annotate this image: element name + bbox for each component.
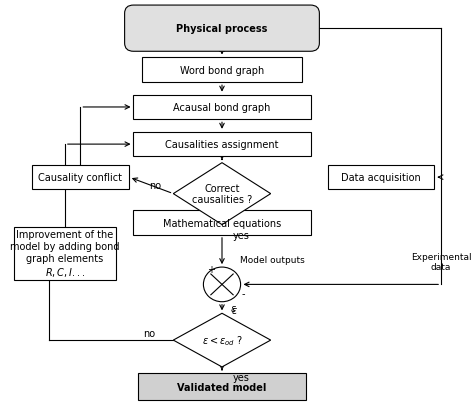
Text: Acausal bond graph: Acausal bond graph xyxy=(173,103,271,113)
Polygon shape xyxy=(173,313,271,367)
Text: yes: yes xyxy=(233,230,250,240)
Text: Experimental
data: Experimental data xyxy=(411,252,472,272)
FancyBboxPatch shape xyxy=(32,165,129,190)
FancyBboxPatch shape xyxy=(142,58,301,83)
Text: +: + xyxy=(207,264,215,274)
Text: Physical process: Physical process xyxy=(176,24,268,34)
Text: Causality conflict: Causality conflict xyxy=(38,173,122,183)
Text: Validated model: Validated model xyxy=(177,382,267,392)
Text: Correct
causalities ?: Correct causalities ? xyxy=(192,183,252,205)
FancyBboxPatch shape xyxy=(134,133,310,157)
Text: $\varepsilon$: $\varepsilon$ xyxy=(229,304,237,313)
Text: Word bond graph: Word bond graph xyxy=(180,66,264,76)
Text: Causalities assignment: Causalities assignment xyxy=(165,140,279,150)
Text: $\varepsilon$: $\varepsilon$ xyxy=(231,305,238,315)
FancyBboxPatch shape xyxy=(134,211,310,235)
FancyBboxPatch shape xyxy=(328,165,435,190)
Text: $\varepsilon < \varepsilon_{od}$ ?: $\varepsilon < \varepsilon_{od}$ ? xyxy=(201,333,243,347)
Text: Improvement of the
model by adding bond
graph elements
$R,C,I...$: Improvement of the model by adding bond … xyxy=(10,230,119,278)
Text: no: no xyxy=(143,328,155,338)
Text: Model outputs: Model outputs xyxy=(240,256,304,264)
Text: no: no xyxy=(149,181,162,191)
Polygon shape xyxy=(173,163,271,225)
FancyBboxPatch shape xyxy=(125,6,319,52)
FancyBboxPatch shape xyxy=(138,373,306,400)
Text: Data acquisition: Data acquisition xyxy=(341,173,421,183)
FancyBboxPatch shape xyxy=(14,227,116,280)
Text: Mathematical equations: Mathematical equations xyxy=(163,218,281,228)
Text: yes: yes xyxy=(233,373,250,382)
Text: -: - xyxy=(241,288,245,298)
FancyBboxPatch shape xyxy=(134,95,310,120)
Circle shape xyxy=(203,268,241,302)
